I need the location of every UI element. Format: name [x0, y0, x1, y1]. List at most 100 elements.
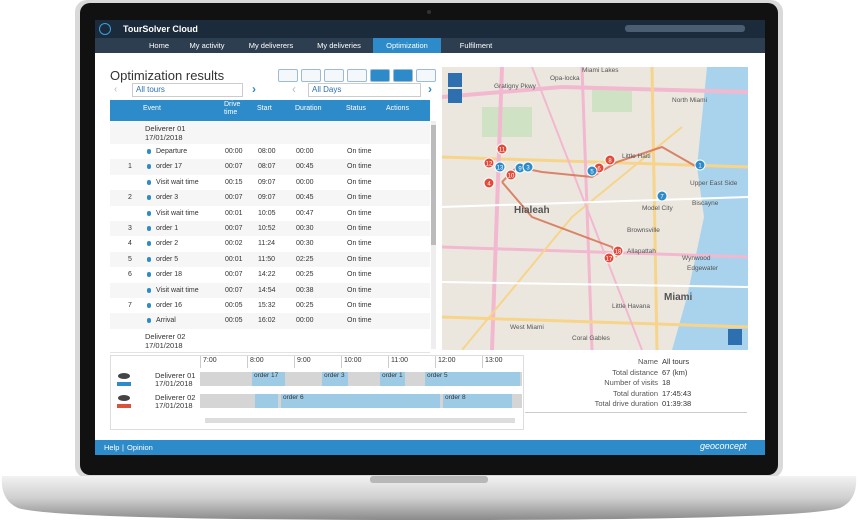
map-marker: [603, 252, 615, 264]
hour-line: [247, 356, 248, 368]
toolbar-button[interactable]: [301, 69, 321, 82]
info-button[interactable]: [728, 329, 742, 345]
day-select[interactable]: All Days: [308, 83, 421, 97]
event-icon: [147, 272, 151, 278]
cell-duration: 00:25: [296, 302, 314, 309]
cell-event: order 16: [156, 302, 183, 309]
gantt-hour: 12:00: [438, 357, 456, 364]
gantt-bar[interactable]: order 8: [443, 394, 512, 408]
zoom-out[interactable]: [448, 89, 462, 103]
place-label: North Miami: [672, 97, 707, 104]
cell-drive: 00:01: [225, 209, 243, 217]
footer-sep: |: [122, 443, 124, 452]
nav-item[interactable]: Home: [148, 41, 169, 50]
cell-event: order 18: [156, 271, 183, 279]
gantt: [110, 355, 524, 430]
deliverer-date: 17/01/2018: [145, 340, 183, 350]
gantt-bar[interactable]: order 17: [252, 372, 285, 386]
toolbar-button[interactable]: [278, 69, 298, 82]
hour-line: [200, 356, 201, 368]
nav-item[interactable]: My activity: [189, 41, 225, 50]
column-header: Actions: [386, 105, 409, 112]
toolbar-button[interactable]: [370, 69, 390, 82]
road: [442, 245, 748, 259]
prev-day[interactable]: ‹: [292, 82, 296, 96]
event-icon: [147, 318, 151, 324]
tour-select[interactable]: All tours: [132, 83, 243, 97]
cell-drive: 00:07: [225, 163, 243, 171]
cell-drive: 00:05: [225, 317, 243, 325]
marker-label: 9: [518, 167, 522, 173]
cell-start: 08:07: [258, 163, 276, 171]
gantt-bar[interactable]: order 6: [281, 394, 440, 408]
marker-label: 12: [486, 162, 493, 168]
gantt-hour: 7:00: [203, 357, 217, 364]
column-header: Event: [143, 105, 161, 112]
next-tour[interactable]: ›: [252, 82, 256, 96]
nav-item[interactable]: Optimization: [373, 38, 441, 53]
table-scroll-thumb[interactable]: [431, 125, 436, 245]
deliverer-name: Deliverer 02: [145, 331, 186, 341]
row-number: 3: [128, 225, 132, 232]
gantt-date: 17/01/2018: [155, 401, 193, 410]
toolbar-button[interactable]: [393, 69, 413, 82]
deliverer-name: Deliverer 01: [145, 124, 186, 133]
place-label: Little Havana: [612, 303, 650, 310]
cell-event: order 5: [156, 255, 179, 263]
summary-value: 17:45:43: [662, 388, 692, 398]
cell-status: On time: [347, 194, 372, 202]
user-menu[interactable]: [625, 25, 745, 32]
gantt-scrollbar[interactable]: [205, 418, 515, 423]
event-icon: [147, 195, 151, 201]
prev-tour[interactable]: ‹: [114, 84, 118, 95]
gantt-bar[interactable]: order 1: [380, 372, 405, 386]
toolbar-button[interactable]: [347, 69, 367, 82]
gantt-hour: 9:00: [297, 357, 311, 364]
map[interactable]: Miami Lakes North Miami Gratigny Pkwy Opa-l…: [442, 67, 748, 350]
cell-status: On time: [347, 286, 372, 294]
brand: geoconcept: [700, 441, 747, 451]
toolbar-button[interactable]: [416, 69, 436, 82]
gantt-hour: 8:00: [250, 357, 264, 364]
column-header: Drive time: [224, 101, 241, 116]
cell-start: 15:32: [258, 302, 276, 309]
marker-label: 11: [499, 148, 506, 154]
visibility-icon[interactable]: [118, 373, 130, 379]
zoom-in[interactable]: [448, 73, 462, 87]
visibility-icon[interactable]: [118, 395, 130, 401]
footer-link[interactable]: Opinion: [127, 443, 153, 452]
event-icon: [147, 179, 151, 185]
gantt-hour: 10:00: [344, 357, 362, 364]
cell-status: On time: [347, 240, 372, 248]
nav-item[interactable]: My deliverers: [248, 41, 294, 50]
summary-label: Total drive duration: [594, 399, 658, 408]
cell-event: Visit wait time: [156, 178, 199, 186]
cell-start: 09:07: [258, 194, 276, 202]
gantt-hour: 11:00: [391, 357, 408, 364]
cell-event: Arrival: [156, 317, 176, 325]
road: [442, 281, 748, 288]
next-day[interactable]: ›: [428, 82, 432, 96]
row-number: 1: [128, 163, 132, 171]
event-icon: [147, 303, 151, 308]
map-marker: [586, 165, 598, 177]
nav-item[interactable]: Fulfilment: [459, 41, 493, 50]
event-icon: [147, 287, 151, 293]
map-marker: [483, 177, 495, 189]
title-bar: [95, 20, 765, 38]
nav-item[interactable]: My deliveries: [317, 41, 361, 50]
gantt-bar[interactable]: order 5: [425, 372, 520, 386]
road: [531, 67, 643, 350]
cell-status: On time: [347, 178, 372, 186]
deliverer-color: [117, 382, 131, 386]
column-header: Duration: [295, 105, 322, 112]
marker-label: 17: [606, 257, 613, 263]
gantt-bar[interactable]: order 3: [322, 372, 348, 386]
road: [490, 67, 504, 350]
cell-duration: 00:00: [296, 317, 314, 325]
cell-status: On time: [347, 302, 372, 309]
footer-link[interactable]: Help: [104, 443, 120, 452]
gantt-bar[interactable]: [255, 394, 278, 408]
toolbar-button[interactable]: [324, 69, 344, 82]
place-label: Little Haiti: [622, 153, 651, 160]
